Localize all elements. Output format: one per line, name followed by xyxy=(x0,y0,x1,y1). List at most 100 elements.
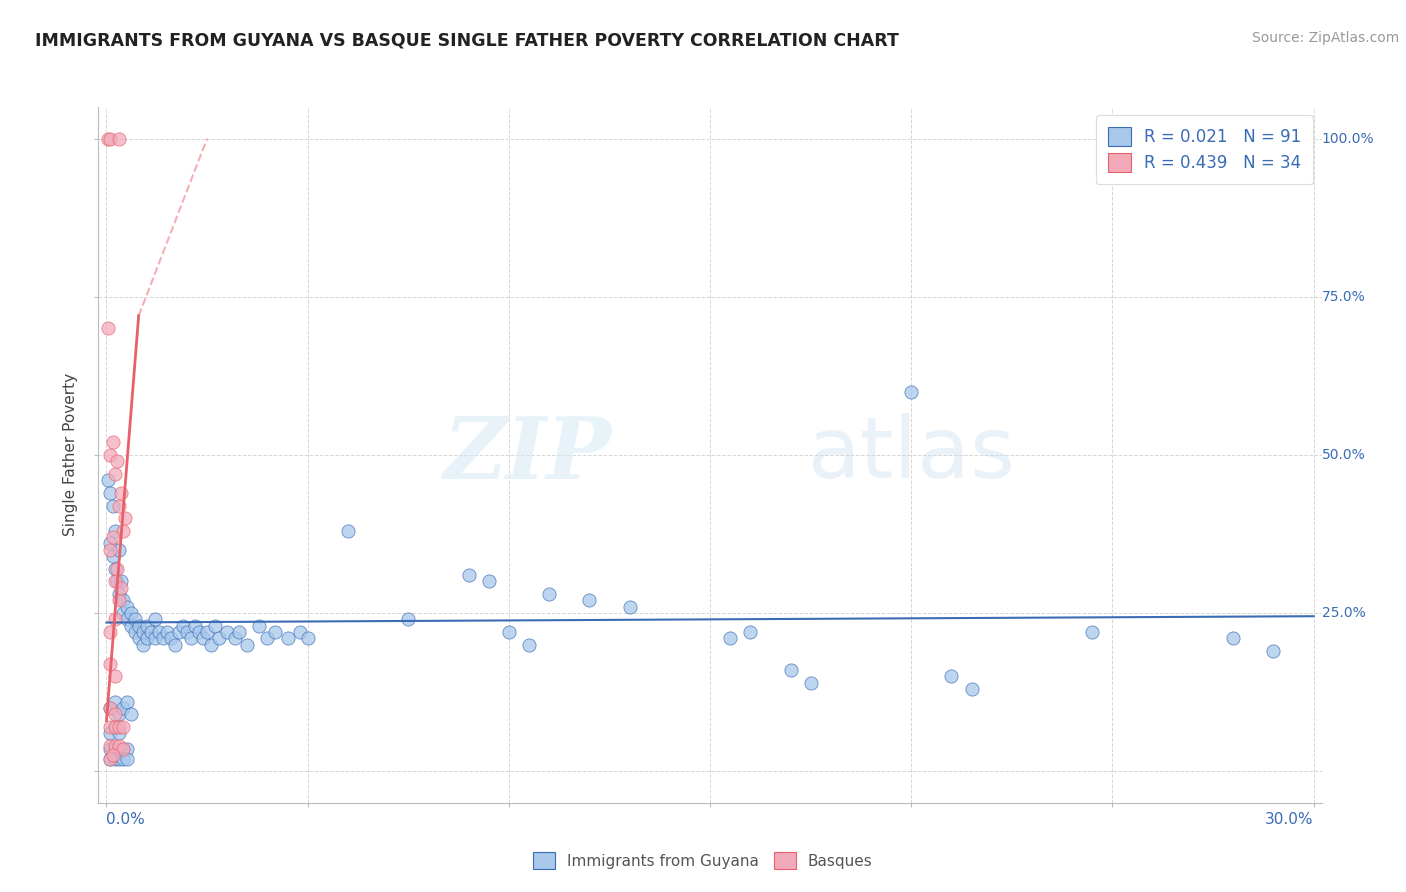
Point xyxy=(110,574,132,589)
Point xyxy=(195,625,218,640)
Point xyxy=(396,612,419,626)
Point xyxy=(120,618,142,632)
Point xyxy=(115,742,138,756)
Point xyxy=(143,632,166,646)
Point xyxy=(148,625,170,640)
Point xyxy=(191,632,214,646)
Point xyxy=(478,574,501,589)
Point xyxy=(1081,625,1104,640)
Point xyxy=(163,638,186,652)
Point xyxy=(107,593,129,607)
Point xyxy=(103,669,125,683)
Point xyxy=(800,675,823,690)
Point xyxy=(124,612,146,626)
Point xyxy=(217,625,239,640)
Point xyxy=(100,751,122,765)
Point xyxy=(139,625,162,640)
Point xyxy=(1263,644,1285,658)
Point xyxy=(100,726,122,740)
Point xyxy=(457,568,479,582)
Point xyxy=(336,524,359,538)
Point xyxy=(184,618,207,632)
Text: atlas: atlas xyxy=(808,413,1017,497)
Point xyxy=(288,625,311,640)
Point xyxy=(188,625,211,640)
Point xyxy=(107,739,129,753)
Point xyxy=(718,632,741,646)
Point xyxy=(277,632,299,646)
Point xyxy=(103,562,125,576)
Point xyxy=(740,625,762,640)
Point xyxy=(111,701,134,715)
Point xyxy=(111,593,134,607)
Point xyxy=(247,618,270,632)
Point xyxy=(111,606,134,620)
Point xyxy=(156,625,179,640)
Point xyxy=(120,606,142,620)
Point xyxy=(1222,632,1244,646)
Point xyxy=(110,486,132,500)
Point xyxy=(111,742,134,756)
Point xyxy=(498,625,520,640)
Legend: R = 0.021   N = 91, R = 0.439   N = 34: R = 0.021 N = 91, R = 0.439 N = 34 xyxy=(1097,115,1313,184)
Point xyxy=(960,681,983,696)
Point xyxy=(97,473,120,487)
Point xyxy=(208,632,231,646)
Point xyxy=(152,632,174,646)
Point xyxy=(107,707,129,722)
Point xyxy=(619,599,641,614)
Point xyxy=(120,707,142,722)
Point xyxy=(100,739,122,753)
Point xyxy=(111,751,134,765)
Point xyxy=(107,587,129,601)
Point xyxy=(131,625,153,640)
Text: 25.0%: 25.0% xyxy=(1322,606,1365,620)
Point xyxy=(101,499,124,513)
Point xyxy=(228,625,250,640)
Point xyxy=(100,701,122,715)
Point xyxy=(105,562,128,576)
Text: IMMIGRANTS FROM GUYANA VS BASQUE SINGLE FATHER POVERTY CORRELATION CHART: IMMIGRANTS FROM GUYANA VS BASQUE SINGLE … xyxy=(35,31,898,49)
Point xyxy=(101,748,124,763)
Point xyxy=(180,632,202,646)
Point xyxy=(97,321,120,335)
Point xyxy=(101,530,124,544)
Point xyxy=(111,720,134,734)
Point xyxy=(101,549,124,563)
Point xyxy=(941,669,963,683)
Point xyxy=(103,467,125,481)
Point xyxy=(100,542,122,557)
Y-axis label: Single Father Poverty: Single Father Poverty xyxy=(63,374,79,536)
Point xyxy=(107,742,129,756)
Point xyxy=(100,131,122,145)
Text: 100.0%: 100.0% xyxy=(1322,132,1374,145)
Point xyxy=(224,632,246,646)
Point xyxy=(107,542,129,557)
Text: ZIP: ZIP xyxy=(444,413,612,497)
Point xyxy=(107,751,129,765)
Text: 0.0%: 0.0% xyxy=(107,813,145,827)
Point xyxy=(107,720,129,734)
Point xyxy=(103,524,125,538)
Point xyxy=(100,701,122,715)
Point xyxy=(103,739,125,753)
Point xyxy=(172,618,194,632)
Point xyxy=(779,663,801,677)
Point xyxy=(176,625,198,640)
Point xyxy=(100,751,122,765)
Point xyxy=(100,657,122,671)
Point xyxy=(578,593,600,607)
Text: 50.0%: 50.0% xyxy=(1322,448,1365,462)
Point xyxy=(111,742,134,756)
Point xyxy=(115,612,138,626)
Point xyxy=(900,384,922,399)
Point xyxy=(100,742,122,756)
Point xyxy=(101,435,124,450)
Point xyxy=(107,131,129,145)
Point xyxy=(124,625,146,640)
Point xyxy=(103,574,125,589)
Point xyxy=(114,511,136,525)
Point xyxy=(297,632,319,646)
Text: 30.0%: 30.0% xyxy=(1265,813,1313,827)
Text: 75.0%: 75.0% xyxy=(1322,290,1365,304)
